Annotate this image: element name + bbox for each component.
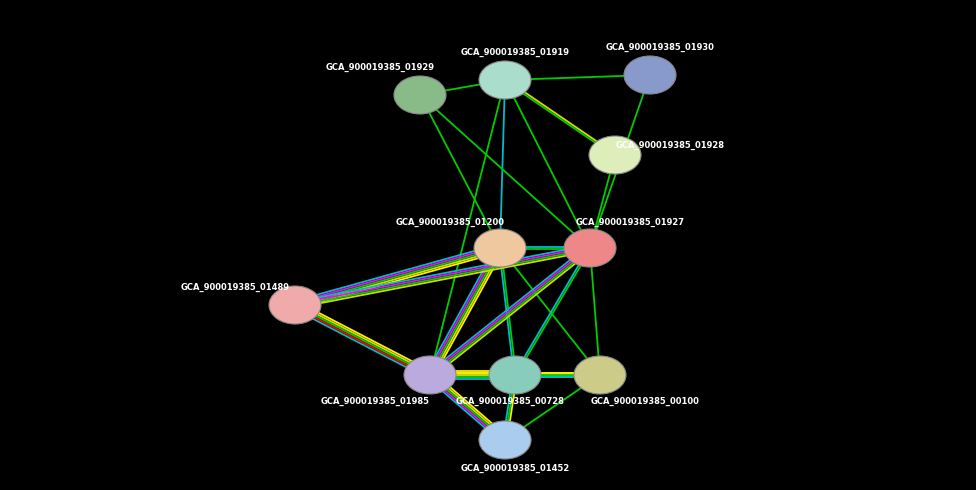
Ellipse shape [624, 56, 676, 94]
Text: GCA_900019385_01929: GCA_900019385_01929 [326, 62, 434, 72]
Text: GCA_900019385_00728: GCA_900019385_00728 [456, 396, 564, 406]
Text: GCA_900019385_01919: GCA_900019385_01919 [461, 48, 570, 56]
Ellipse shape [489, 356, 541, 394]
Ellipse shape [589, 136, 641, 174]
Ellipse shape [564, 229, 616, 267]
Text: GCA_900019385_01928: GCA_900019385_01928 [616, 141, 724, 149]
Text: GCA_900019385_01452: GCA_900019385_01452 [461, 464, 570, 472]
Ellipse shape [404, 356, 456, 394]
Ellipse shape [574, 356, 626, 394]
Text: GCA_900019385_01985: GCA_900019385_01985 [320, 396, 429, 406]
Ellipse shape [474, 229, 526, 267]
Text: GCA_900019385_00100: GCA_900019385_00100 [590, 396, 700, 406]
Ellipse shape [479, 61, 531, 99]
Ellipse shape [269, 286, 321, 324]
Ellipse shape [479, 421, 531, 459]
Ellipse shape [394, 76, 446, 114]
Text: GCA_900019385_01930: GCA_900019385_01930 [605, 43, 714, 51]
Text: GCA_900019385_01489: GCA_900019385_01489 [181, 282, 290, 292]
Text: GCA_900019385_01927: GCA_900019385_01927 [576, 218, 684, 226]
Text: GCA_900019385_01200: GCA_900019385_01200 [395, 218, 505, 226]
